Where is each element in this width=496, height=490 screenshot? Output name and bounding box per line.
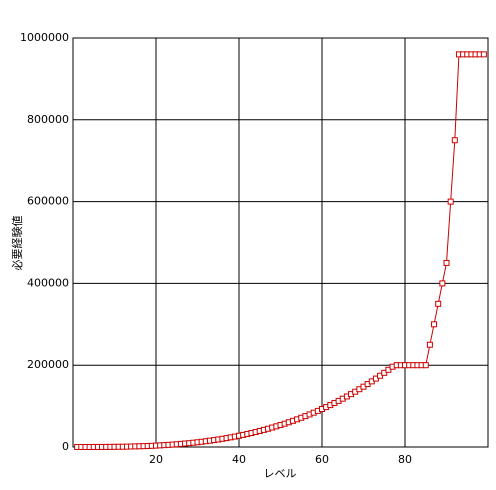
marker [451,137,458,144]
plot-area [72,37,489,448]
x-tick-label: 40 [232,453,246,466]
marker [447,198,454,205]
marker [422,362,429,369]
y-tick-label: 600000 [27,195,69,208]
y-tick-label: 800000 [27,113,69,126]
marker [431,321,438,328]
marker [443,259,450,266]
y-tick-label: 400000 [27,276,69,289]
x-tick-label: 80 [398,453,412,466]
x-tick-label: 60 [315,453,329,466]
marker [426,341,433,348]
x-tick-label: 20 [149,453,163,466]
marker [480,51,487,58]
y-tick-label: 1000000 [20,31,69,44]
marker [381,369,388,376]
y-tick-label: 200000 [27,358,69,371]
x-axis-label: レベル [264,467,297,480]
marker [385,366,392,373]
y-axis-label: 必要経験値 [10,216,24,271]
marker [435,300,442,307]
y-tick-label: 0 [62,440,69,453]
marker [439,280,446,287]
